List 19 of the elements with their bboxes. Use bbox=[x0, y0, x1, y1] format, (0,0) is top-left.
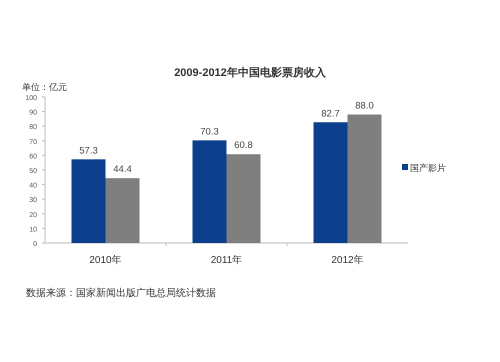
y-axis-title: 单位：亿元 bbox=[22, 82, 67, 92]
x-tick-label: 2012年 bbox=[331, 254, 364, 266]
x-tick-label: 2011年 bbox=[210, 254, 242, 266]
bar bbox=[106, 178, 140, 243]
bar bbox=[226, 154, 260, 243]
x-tick-label: 2010年 bbox=[89, 254, 122, 266]
text: 57.3 bbox=[79, 145, 98, 156]
bar bbox=[348, 114, 382, 243]
source-note: 数据来源：国家新闻出版广电总局统计数据 bbox=[26, 287, 216, 299]
text: 82.7 bbox=[321, 108, 340, 120]
text: 88.0 bbox=[355, 100, 374, 112]
bar bbox=[72, 159, 106, 243]
text: 70.3 bbox=[200, 126, 219, 138]
legend-label: 国产影片 bbox=[410, 163, 446, 173]
chart-title: 2009-2012年中国电影票房收入 bbox=[174, 66, 327, 79]
bar bbox=[192, 140, 226, 243]
text: 60.8 bbox=[234, 140, 253, 152]
bar bbox=[314, 122, 348, 243]
text: 44.4 bbox=[113, 164, 132, 176]
